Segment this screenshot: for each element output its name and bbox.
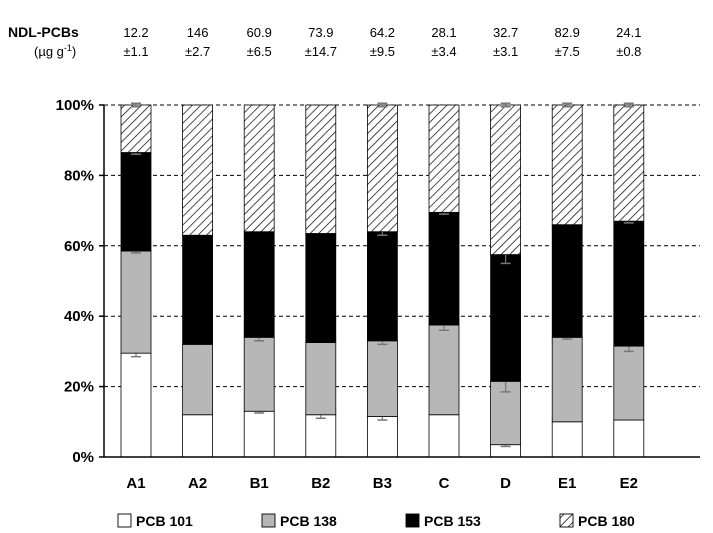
header-mean-value: 60.9: [247, 25, 272, 40]
header-error-value: ±14.7: [305, 44, 337, 59]
header-error-value: ±3.4: [431, 44, 456, 59]
y-tick-label: 100%: [56, 97, 94, 114]
y-tick-label: 0%: [72, 449, 94, 466]
header-error-value: ±2.7: [185, 44, 210, 59]
bar-segment: [120, 250, 152, 354]
legend-item: PCB 180: [559, 513, 635, 529]
legend-swatch: [261, 513, 276, 528]
legend-label: PCB 153: [424, 513, 481, 529]
legend-label: PCB 138: [280, 513, 337, 529]
bar-segment: [613, 345, 645, 421]
header-unit-text: (µg g: [34, 44, 64, 59]
legend-item: PCB 138: [261, 513, 337, 529]
y-tick-label: 40%: [64, 308, 94, 325]
bar-segment: [551, 421, 583, 458]
y-axis: 0% 20% 40% 60% 80% 100%: [56, 97, 105, 466]
bar-segment: [243, 104, 275, 233]
bar-segment: [428, 104, 460, 213]
y-tick-label: 20%: [64, 379, 94, 396]
bar-segment: [428, 211, 460, 326]
legend-label: PCB 101: [136, 513, 193, 529]
header-error-value: ±3.1: [493, 44, 518, 59]
bar-segment: [428, 414, 460, 458]
x-tick-label: B2: [311, 475, 330, 492]
x-tick-label: E2: [620, 475, 638, 492]
x-tick-label: D: [500, 475, 511, 492]
bar-segment: [305, 414, 337, 458]
bar-segment: [120, 152, 152, 252]
bar-segment: [490, 254, 522, 382]
bar-segment: [366, 104, 398, 233]
x-tick-label: C: [439, 475, 450, 492]
bar-segment: [305, 104, 337, 234]
header-unit-close: ): [72, 44, 76, 59]
bar-segment: [366, 231, 398, 342]
bar-segment: [428, 324, 460, 416]
bar-segment: [366, 416, 398, 458]
header-mean-value: 82.9: [555, 25, 580, 40]
header-error-value: ±9.5: [370, 44, 395, 59]
bar-segment: [551, 224, 583, 338]
bar-segment: [182, 104, 214, 236]
x-axis: A1 A2 B1 B2 B3 C D E1 E2: [104, 456, 700, 492]
header-mean-value: 12.2: [123, 25, 148, 40]
legend-item: PCB 101: [117, 513, 193, 529]
header-mean-value: 146: [187, 25, 209, 40]
header-unit-exponent: -1: [64, 43, 72, 53]
legend-swatch: [117, 513, 132, 528]
legend: PCB 101 PCB 138 PCB 153 PCB 180: [117, 513, 635, 529]
legend-label: PCB 180: [578, 513, 635, 529]
bar-segment: [551, 336, 583, 423]
error-bar: [131, 102, 141, 108]
legend-swatch: [559, 513, 574, 528]
header-mean-value: 73.9: [308, 25, 333, 40]
bar-segment: [243, 410, 275, 458]
error-bar: [500, 102, 511, 108]
bar-segment: [613, 104, 645, 222]
x-tick-label: E1: [558, 475, 576, 492]
header-error-value: ±1.1: [123, 44, 148, 59]
y-tick-label: 80%: [64, 167, 94, 184]
x-tick-label: A2: [188, 475, 207, 492]
header-unit: (µg g-1): [34, 43, 76, 59]
header-mean-value: 32.7: [493, 25, 518, 40]
header-error-value: ±7.5: [555, 44, 580, 59]
header-mean-value: 24.1: [616, 25, 641, 40]
bar-segment: [120, 104, 152, 153]
bar-segment: [120, 352, 152, 458]
bar-segment: [551, 104, 583, 226]
bar-segment: [305, 233, 337, 343]
error-bar: [562, 102, 573, 108]
legend-item: PCB 153: [405, 513, 481, 529]
header-mean-value: 28.1: [431, 25, 456, 40]
bar-segment: [613, 419, 645, 458]
x-tick-label: B1: [250, 475, 269, 492]
bar-segment: [182, 234, 214, 345]
header-values: 12.2 ±1.1 146 ±2.7 60.9 ±6.5 73.9 ±14.7 64.2 ±9.5…: [123, 25, 641, 59]
header-label: NDL-PCBs: [8, 24, 79, 40]
bar-segment: [182, 414, 214, 458]
bar-segment: [490, 104, 522, 256]
bar-segment: [305, 342, 337, 416]
y-tick-label: 60%: [64, 238, 94, 255]
error-bar: [623, 102, 634, 108]
header-error-value: ±6.5: [247, 44, 272, 59]
header-mean-value: 64.2: [370, 25, 395, 40]
bars: [120, 102, 645, 458]
bar-segment: [243, 231, 275, 338]
bar-segment: [366, 340, 398, 417]
bar-segment: [182, 343, 214, 416]
bar-segment: [613, 220, 645, 347]
x-tick-label: B3: [373, 475, 392, 492]
x-tick-label: A1: [126, 475, 145, 492]
legend-swatch: [405, 513, 420, 528]
header-error-value: ±0.8: [616, 44, 641, 59]
bar-segment: [243, 336, 275, 412]
error-bar: [377, 102, 388, 108]
